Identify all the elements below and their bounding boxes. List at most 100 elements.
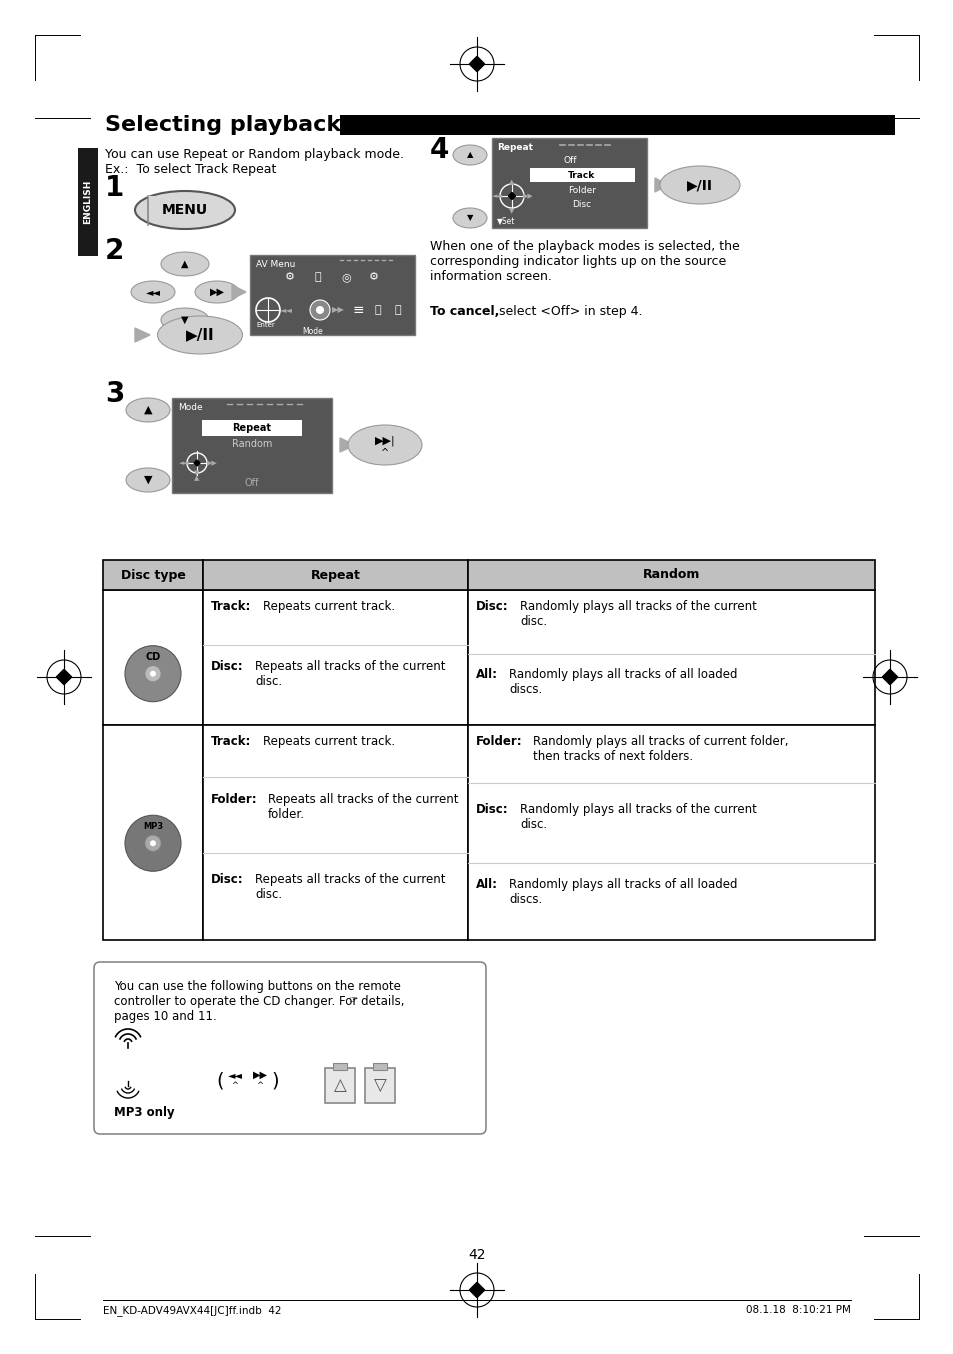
Text: Disc type: Disc type [120,569,185,581]
Text: ▶▶: ▶▶ [522,194,533,199]
Text: 3: 3 [105,380,124,408]
Bar [103,724,203,940]
Bar [172,398,332,493]
Text: Disc:: Disc: [476,803,508,816]
Text: ▼Set: ▼Set [497,217,515,225]
Text: Randomly plays all tracks of the current
disc.: Randomly plays all tracks of the current… [519,600,756,628]
Text: ▶/II: ▶/II [186,328,214,343]
Text: Repeat: Repeat [311,569,360,581]
Text: Ex.:  To select Track Repeat: Ex.: To select Track Repeat [105,162,276,176]
Text: ▶▶: ▶▶ [207,460,217,466]
Ellipse shape [126,468,170,492]
Text: ▲: ▲ [144,405,152,414]
Polygon shape [655,177,667,192]
Bar [148,196,172,206]
Bar [468,724,874,940]
Bar [325,1068,355,1104]
Text: ◄◄: ◄◄ [227,1070,242,1080]
Text: ▼: ▼ [466,214,473,222]
Bar [333,1063,347,1070]
Text: Folder:: Folder: [476,735,522,747]
Text: ◄◄: ◄◄ [146,287,160,297]
Text: pages 10 and 11.: pages 10 and 11. [113,1010,216,1024]
Ellipse shape [126,398,170,422]
Text: select <Off> in step 4.: select <Off> in step 4. [495,305,641,318]
Bar [468,590,874,724]
Text: 1: 1 [105,175,124,202]
Bar [250,255,415,334]
Circle shape [145,666,161,681]
Text: ^: ^ [256,1080,263,1090]
Circle shape [150,841,156,846]
Bar [373,1063,387,1070]
Text: 👥: 👥 [375,305,381,315]
Bar [203,724,468,940]
Text: Mode: Mode [302,328,323,336]
Text: 2: 2 [105,237,124,265]
Ellipse shape [161,252,209,276]
Polygon shape [135,328,150,343]
Text: Track:: Track: [211,735,251,747]
Text: 08.1.18  8:10:21 PM: 08.1.18 8:10:21 PM [745,1305,850,1315]
Text: ▶▶: ▶▶ [253,1070,267,1080]
Ellipse shape [131,282,174,303]
Text: Repeats all tracks of the current
disc.: Repeats all tracks of the current disc. [254,659,445,688]
Text: MP3: MP3 [143,822,163,831]
Text: ▲: ▲ [466,150,473,160]
Text: ⚙: ⚙ [285,272,294,282]
Ellipse shape [659,167,740,204]
Polygon shape [339,437,355,452]
Text: ☞: ☞ [348,995,356,1005]
Circle shape [145,835,161,852]
Text: ▲: ▲ [194,475,199,481]
Bar [103,590,203,724]
Text: ▶/II: ▶/II [686,177,712,192]
Text: ENGLISH: ENGLISH [84,180,92,225]
Text: MENU: MENU [162,203,208,217]
Ellipse shape [194,282,239,303]
Text: ): ) [271,1071,278,1090]
Text: Track:: Track: [211,600,251,613]
Ellipse shape [453,145,486,165]
Circle shape [315,306,324,314]
Bar [492,138,646,227]
Text: Repeat: Repeat [233,422,272,433]
Circle shape [125,815,181,871]
Text: ▼: ▼ [181,315,189,325]
Text: CD: CD [145,651,160,662]
Text: Repeats current track.: Repeats current track. [263,600,395,613]
Text: Random: Random [232,439,272,450]
Text: 42: 42 [468,1248,485,1262]
Text: All:: All: [476,877,497,891]
Text: ◎: ◎ [341,272,351,282]
Text: ▲: ▲ [509,179,515,185]
Text: Randomly plays all tracks of current folder,
then tracks of next folders.: Randomly plays all tracks of current fol… [533,735,788,764]
Text: You can use the following buttons on the remote: You can use the following buttons on the… [113,980,400,992]
Polygon shape [469,57,484,72]
Ellipse shape [161,307,209,332]
Text: When one of the playback modes is selected, the
corresponding indicator lights u: When one of the playback modes is select… [430,240,739,283]
Text: EN_KD-ADV49AVX44[JC]ff.indb  42: EN_KD-ADV49AVX44[JC]ff.indb 42 [103,1305,281,1316]
Text: Disc: Disc [572,200,591,209]
Text: Disc:: Disc: [211,659,243,673]
Text: Disc:: Disc: [476,600,508,613]
Text: ⚙: ⚙ [369,272,378,282]
Text: Disc:: Disc: [211,873,243,886]
Polygon shape [469,1282,484,1297]
Text: ◄◄: ◄◄ [491,194,502,199]
Ellipse shape [453,209,486,227]
FancyBboxPatch shape [94,961,485,1135]
Text: You can use Repeat or Random playback mode.: You can use Repeat or Random playback mo… [105,148,403,161]
Text: (: ( [216,1071,224,1090]
Text: ◄◄: ◄◄ [178,460,190,466]
Polygon shape [232,284,246,299]
Circle shape [150,670,156,677]
Text: ▶▶: ▶▶ [331,306,344,314]
Text: To cancel,: To cancel, [430,305,498,318]
Bar [365,1068,395,1104]
Circle shape [310,301,330,320]
Text: Track: Track [568,171,595,180]
Text: Random: Random [642,569,700,581]
Text: Folder:: Folder: [211,793,257,806]
Text: Mode: Mode [178,403,202,412]
